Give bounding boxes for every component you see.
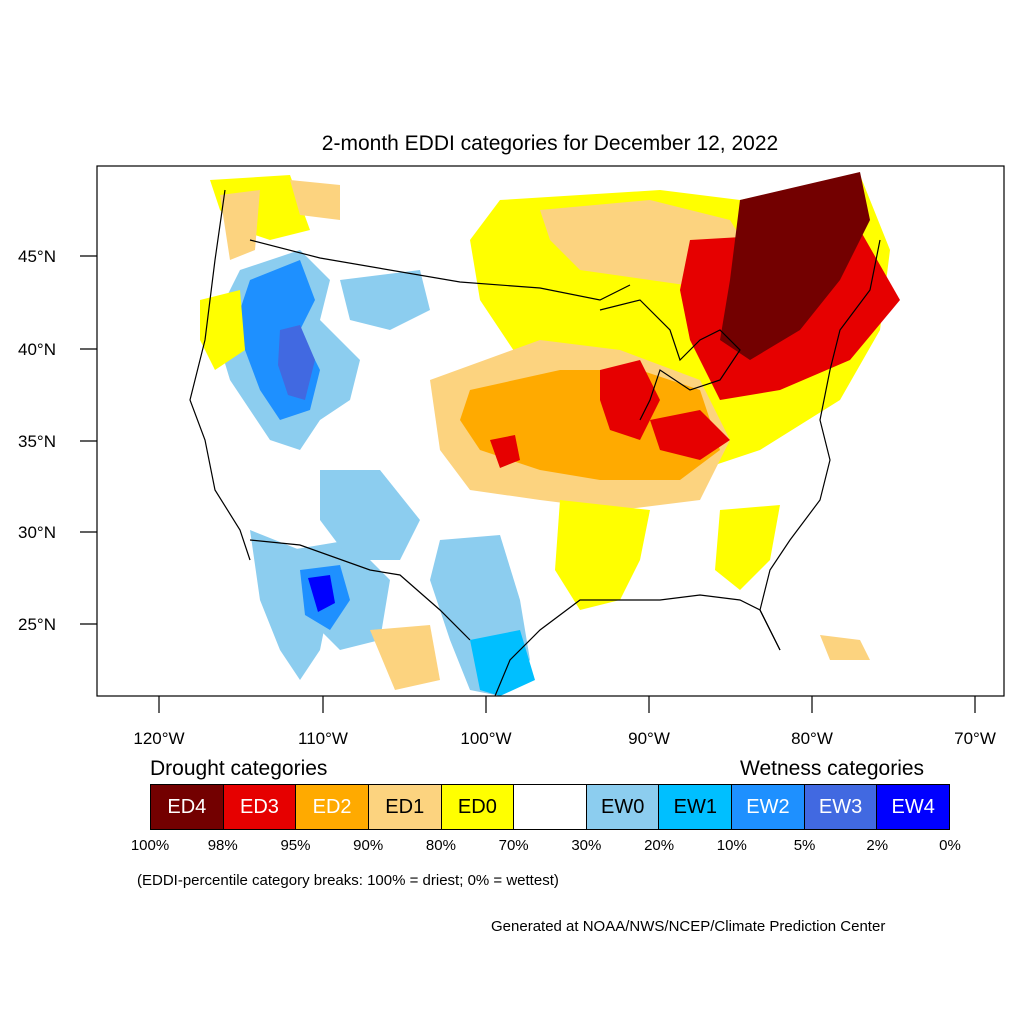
percentile-label: 95% — [280, 837, 311, 854]
legend-cell-ew0: EW0 — [586, 785, 660, 829]
percentile-label: 100% — [130, 837, 170, 854]
east-coast — [759, 239, 881, 651]
percentile-label: 80% — [425, 837, 456, 854]
lat-label-40: 40°N — [18, 340, 56, 359]
credit-line: Generated at NOAA/NWS/NCEP/Climate Predi… — [491, 918, 886, 935]
percentile-label: 70% — [498, 837, 529, 854]
wet-region-southwest — [320, 470, 420, 560]
mexico-border — [249, 539, 471, 641]
category-note: (EDDI-percentile category breaks: 100% =… — [137, 872, 559, 889]
legend-cell-neutral — [514, 785, 587, 829]
legend-cell-ed0: ED0 — [441, 785, 515, 829]
percentile-label: 98% — [207, 837, 238, 854]
category-legend: ED4 ED3 ED2 ED1 ED0 EW0 EW1 EW2 EW3 EW4 — [150, 784, 950, 830]
legend-cell-ew1: EW1 — [659, 785, 733, 829]
legend-cell-ed4: ED4 — [151, 785, 224, 829]
map-title: 2-month EDDI categories for December 12,… — [321, 132, 779, 155]
dry-region-idaho-ed1 — [290, 180, 340, 220]
dry-region-southeast-ed0 — [555, 500, 650, 610]
gulf-coast — [494, 594, 781, 696]
drought-heading: Drought categories — [150, 757, 328, 780]
dry-region-pnw-ed1 — [220, 190, 260, 260]
us-canada-border — [249, 239, 631, 301]
dry-region-carolina-ed0 — [715, 505, 780, 590]
lat-label-35: 35°N — [18, 432, 56, 451]
lon-label-70: 70°W — [954, 729, 996, 748]
dry-region-ohio-ed3 — [650, 410, 730, 460]
lon-label-120: 120°W — [133, 729, 185, 748]
lon-label-90: 90°W — [628, 729, 670, 748]
dry-region-mississippi-ed3 — [600, 360, 660, 440]
wet-region-texas-coast — [470, 630, 535, 696]
legend-cell-ew4: EW4 — [877, 785, 950, 829]
dry-region-oregon-ed0 — [200, 290, 245, 370]
percentile-label: 5% — [793, 837, 816, 854]
legend-cell-ew3: EW3 — [804, 785, 878, 829]
dry-region-cuba-ed1 — [820, 635, 870, 660]
lon-label-80: 80°W — [791, 729, 833, 748]
percentile-label: 0% — [939, 837, 961, 854]
dry-region-quebec-ed4 — [720, 172, 870, 360]
lat-label-45: 45°N — [18, 247, 56, 266]
wet-region-sonora-max — [308, 575, 335, 612]
percentile-label: 90% — [353, 837, 384, 854]
legend-cell-ed2: ED2 — [296, 785, 369, 829]
wet-region-montana — [340, 270, 430, 330]
dry-region-kansas-ed3 — [490, 435, 520, 468]
percentile-label: 20% — [644, 837, 675, 854]
percentile-label: 30% — [571, 837, 602, 854]
legend-cell-ew2: EW2 — [732, 785, 805, 829]
percentile-scale: 100% 98% 95% 90% 80% 70% 30% 20% 10% 5% 2% 0% — [131, 837, 961, 857]
percentile-label: 2% — [866, 837, 889, 854]
wetness-heading: Wetness categories — [740, 757, 925, 780]
dry-region-mexico-ed1 — [370, 625, 440, 690]
legend-cell-ed3: ED3 — [223, 785, 297, 829]
percentile-label: 10% — [716, 837, 747, 854]
great-lakes — [599, 299, 741, 421]
wet-region-utah-core — [278, 325, 315, 400]
legend-cell-ed1: ED1 — [368, 785, 442, 829]
lat-label-25: 25°N — [18, 615, 56, 634]
lat-label-30: 30°N — [18, 523, 56, 542]
map-border — [96, 165, 1005, 697]
west-coast — [189, 189, 251, 561]
lon-label-100: 100°W — [460, 729, 512, 748]
lon-label-110: 110°W — [298, 729, 348, 748]
